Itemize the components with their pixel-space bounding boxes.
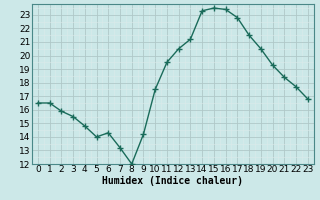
X-axis label: Humidex (Indice chaleur): Humidex (Indice chaleur) xyxy=(102,176,243,186)
